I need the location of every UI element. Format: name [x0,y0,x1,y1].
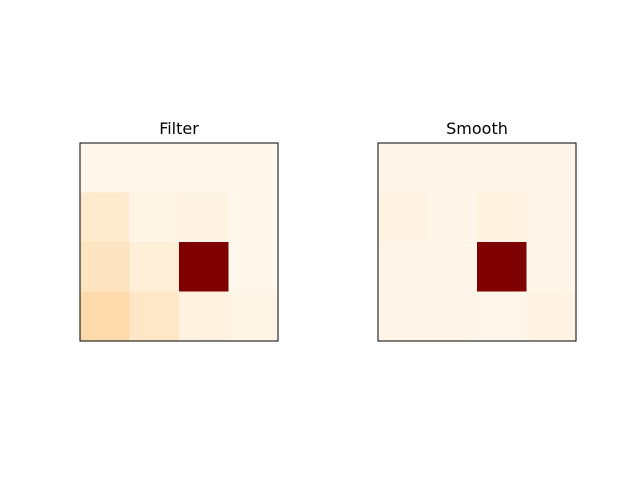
heatmap-cell [129,143,180,193]
heatmap-cell [526,192,577,243]
heatmap-cell [179,192,229,243]
axes-frame [79,142,279,342]
heatmap-cell [129,192,180,243]
heatmap-cell [80,192,130,243]
heatmap-cell [228,192,279,243]
heatmap-cell [526,242,577,292]
chart-title: Filter [159,119,199,138]
chart-title: Smooth [446,119,508,138]
heatmap-cell [378,192,428,243]
heatmap-cell [228,291,279,342]
heatmap-cell [228,143,279,193]
heatmap-cell [526,291,577,342]
heatmap-cell [228,242,279,292]
heatmap-cell [129,291,180,342]
heatmap-cell [477,242,527,292]
heatmap-cell [378,242,428,292]
heatmap-cell [179,143,229,193]
heatmap-cell [80,291,130,342]
heatmap-cell [80,242,130,292]
heatmap-cell [80,143,130,193]
heatmap-cell [129,242,180,292]
heatmap-cell [477,192,527,243]
heatmap-cell [427,143,478,193]
heatmap-cell [179,291,229,342]
heatmap-cell [477,143,527,193]
heatmap-cell [427,192,478,243]
heatmap-cell [526,143,577,193]
heatmap-cell [427,242,478,292]
heatmap-cell [378,291,428,342]
heatmap-cell [378,143,428,193]
heatmap-cell [427,291,478,342]
heatmap-cell [179,242,229,292]
axes-frame [377,142,577,342]
heatmap-cell [477,291,527,342]
